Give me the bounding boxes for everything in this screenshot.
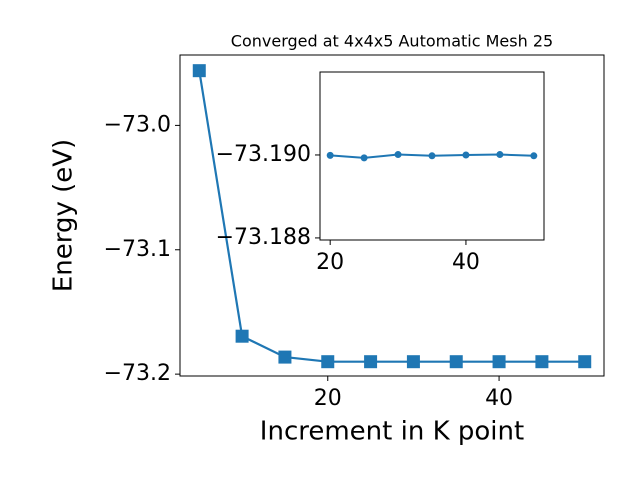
marker xyxy=(406,355,420,369)
marker xyxy=(192,64,206,78)
marker xyxy=(462,151,470,159)
marker xyxy=(235,329,249,343)
marker xyxy=(535,355,549,369)
marker xyxy=(492,355,506,369)
marker xyxy=(360,154,368,162)
y-axis-label: Energy (eV) xyxy=(49,139,79,292)
y-tick-label: −73.188 xyxy=(216,225,311,250)
x-tick-label: 20 xyxy=(314,386,342,411)
marker xyxy=(428,152,436,160)
marker xyxy=(326,151,334,159)
marker xyxy=(278,350,292,364)
marker xyxy=(321,355,335,369)
marker xyxy=(496,151,504,159)
x-tick-label: 20 xyxy=(316,250,344,275)
marker xyxy=(530,152,538,160)
x-tick-label: 40 xyxy=(452,250,480,275)
y-tick-label: −73.1 xyxy=(104,237,171,262)
marker xyxy=(394,151,402,159)
marker xyxy=(449,355,463,369)
x-axis-label: Increment in K point xyxy=(260,417,524,447)
y-tick-label: −73.0 xyxy=(104,112,171,137)
marker xyxy=(578,355,592,369)
x-tick-label: 40 xyxy=(485,386,513,411)
y-tick-label: −73.2 xyxy=(104,361,171,386)
marker xyxy=(364,355,378,369)
chart-title: Converged at 4x4x5 Automatic Mesh 25 xyxy=(231,32,553,51)
y-tick-label: −73.190 xyxy=(216,142,311,167)
series-line xyxy=(198,70,585,363)
